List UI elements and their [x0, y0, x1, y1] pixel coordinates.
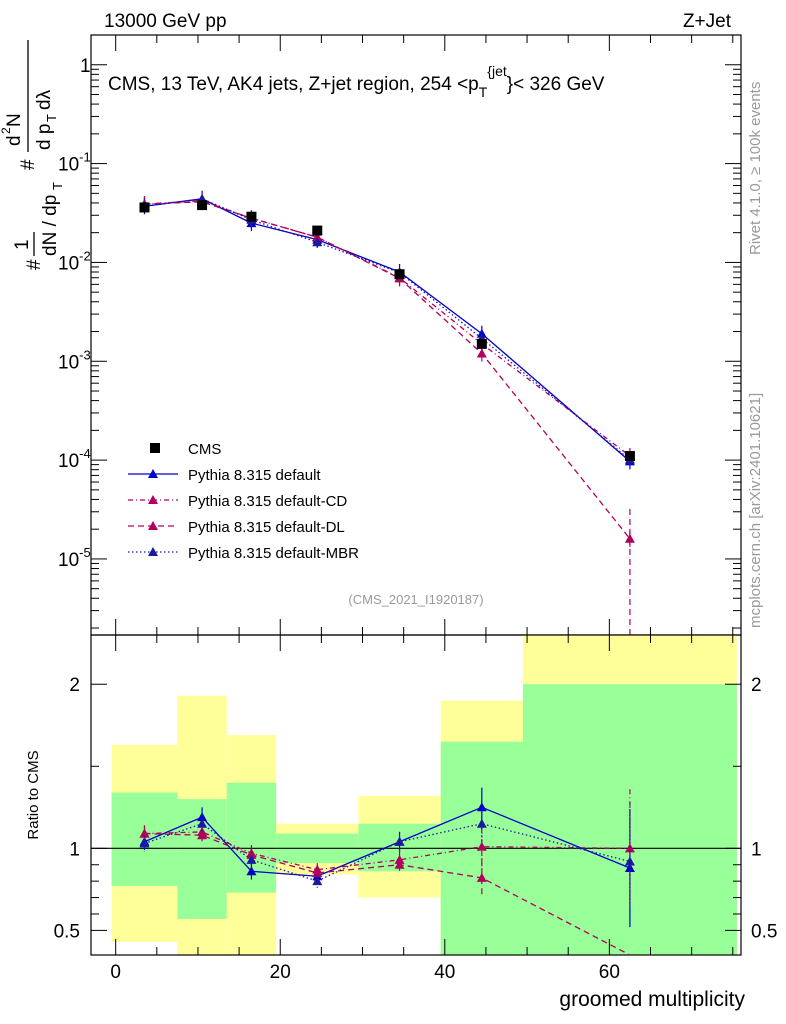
svg-text:#: #: [24, 259, 45, 270]
legend: CMS Pythia 8.315 default Pythia 8.315 defa…: [128, 441, 359, 562]
cms-data-point: [624, 451, 635, 462]
ratio-data-point: [139, 838, 150, 848]
legend-label: Pythia 8.315 default-DL: [188, 519, 345, 536]
main-tick-label: 10-4: [58, 446, 91, 472]
main-series-line: [144, 200, 631, 457]
main-series-0: [139, 190, 635, 470]
main-series-1: [139, 192, 635, 465]
ratio-series-group: [139, 787, 635, 956]
legend-marker: [148, 521, 158, 530]
header-right: Z+Jet: [683, 11, 732, 32]
ratio-y-ticks: 0.5 0.5 1 1 2 2: [54, 675, 778, 942]
header-left: 13000 GeV pp: [104, 11, 227, 32]
ratio-tick-label-right: 2: [751, 675, 762, 696]
ratio-data-point: [394, 859, 405, 869]
legend-label-cms: CMS: [188, 441, 221, 458]
svg-text:dλ: dλ: [34, 89, 55, 110]
svg-text:dN / dp: dN / dp: [40, 195, 61, 256]
ratio-data-point: [139, 828, 150, 838]
x-axis-label: groomed multiplicity: [559, 988, 745, 1011]
ratio-data-point: [312, 867, 323, 877]
x-axis-ticks: 0 20 40 60: [110, 35, 734, 983]
ratio-data-point: [246, 849, 257, 859]
svg-text:2: 2: [0, 127, 13, 134]
ratio-series-2: [139, 825, 631, 956]
x-tick-label: 40: [434, 962, 455, 983]
analysis-watermark: (CMS_2021_I1920187): [348, 592, 483, 607]
main-series-group: [139, 190, 635, 635]
legend-marker: [148, 495, 158, 504]
main-title: CMS, 13 TeV, AK4 jets, Z+jet region, 254…: [108, 63, 605, 100]
svg-text:N: N: [4, 113, 25, 127]
main-data-point: [624, 533, 635, 543]
ratio-data-point: [246, 854, 257, 864]
ratio-data-point: [476, 818, 487, 828]
x-tick-label: 60: [599, 962, 620, 983]
cms-data-point: [139, 202, 150, 213]
svg-text:1: 1: [12, 239, 33, 250]
main-series-line: [144, 201, 631, 540]
legend-label: Pythia 8.315 default-CD: [188, 493, 347, 510]
cms-data-point: [197, 200, 208, 211]
ratio-data-point: [476, 841, 487, 851]
main-ylabel: # 1 dN / dp T # d 2 N d p T dλ: [0, 40, 65, 270]
ratio-data-point: [246, 866, 257, 876]
main-data-point: [312, 237, 323, 247]
legend-marker: [148, 547, 158, 556]
ratio-data-point: [197, 818, 208, 828]
ratio-data-point: [197, 812, 208, 822]
ratio-data-point: [624, 856, 635, 866]
ratio-data-point: [394, 836, 405, 846]
ratio-data-point: [476, 872, 487, 882]
legend-marker-cms: [150, 443, 160, 453]
main-series-line: [144, 198, 631, 462]
ratio-series-3: [139, 802, 635, 921]
main-tick-label: 10-5: [58, 545, 91, 571]
ratio-data-point: [476, 802, 487, 812]
main-y-ticks: 1 10-1 10-2 10-3 10-4 10-5: [58, 56, 741, 629]
main-data-point: [476, 328, 487, 338]
ratio-tick-label-right: 0.5: [751, 921, 777, 942]
main-series-3: [139, 190, 635, 468]
ratio-data-point: [312, 876, 323, 886]
main-tick-label: 1: [80, 56, 91, 77]
svg-text:#: #: [18, 159, 39, 170]
cms-data-point: [246, 211, 257, 222]
legend-label: Pythia 8.315 default-MBR: [188, 545, 359, 562]
svg-text:d p: d p: [34, 124, 55, 150]
ratio-tick-label-left: 1: [69, 839, 80, 860]
ratio-tick-label-left: 0.5: [54, 921, 80, 942]
ratio-data-point: [197, 830, 208, 840]
ratio-tick-label-right: 1: [751, 839, 762, 860]
ratio-ylabel: Ratio to CMS: [25, 750, 42, 839]
main-data-point: [312, 232, 323, 242]
mcplots-label: mcplots.cern.ch [arXiv:2401.10621]: [747, 393, 764, 628]
svg-text:d: d: [4, 135, 25, 146]
main-series-line: [144, 198, 631, 461]
ratio-uncertainty-bands: [111, 635, 737, 955]
x-tick-label: 20: [270, 962, 291, 983]
legend-label: Pythia 8.315 default: [188, 467, 321, 484]
main-tick-label: 10-1: [58, 150, 91, 176]
cms-data-point: [394, 269, 405, 280]
main-tick-label: 10-3: [58, 347, 91, 373]
legend-marker: [148, 469, 158, 478]
ratio-tick-label-left: 2: [69, 675, 80, 696]
svg-text:T: T: [50, 182, 65, 190]
main-data-point: [476, 348, 487, 358]
ratio-plot-frame: [90, 634, 742, 956]
cms-data-point: [312, 225, 323, 236]
main-tick-label: 10-2: [58, 248, 91, 274]
cms-data-point: [476, 338, 487, 349]
x-tick-label: 0: [110, 962, 121, 983]
svg-text:T: T: [44, 114, 59, 122]
rivet-label: Rivet 4.1.0, ≥ 100k events: [747, 82, 764, 255]
